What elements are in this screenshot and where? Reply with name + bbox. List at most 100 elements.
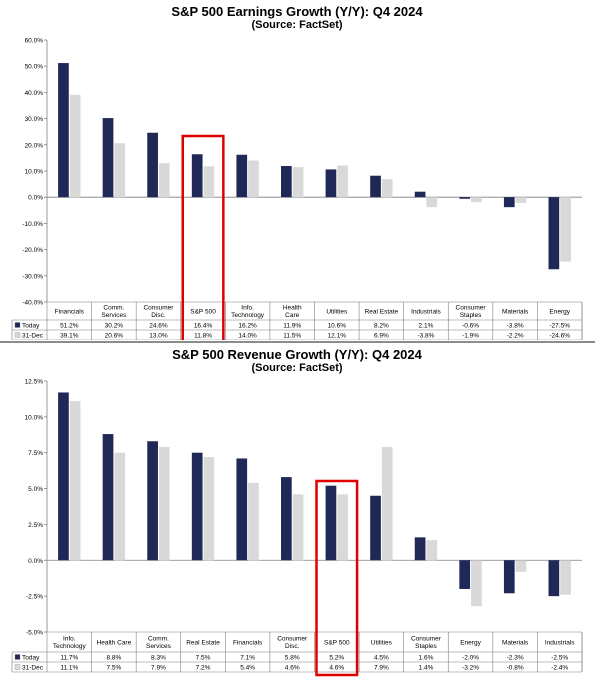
legend-key-31-dec bbox=[14, 332, 21, 338]
chart-title: S&P 500 Earnings Growth (Y/Y): Q4 2024 bbox=[171, 4, 423, 19]
category-label: Info. Technology bbox=[231, 305, 265, 320]
legend-key-today bbox=[14, 322, 21, 328]
y-tick-label: -20.0% bbox=[22, 247, 43, 254]
y-tick-label: -30.0% bbox=[22, 273, 43, 280]
data-label: 30.2% bbox=[105, 323, 124, 330]
category-label: Utilities bbox=[371, 640, 393, 647]
bar-31-dec bbox=[158, 446, 170, 561]
category-label: Info. Technology bbox=[53, 636, 87, 651]
data-label: 20.6% bbox=[105, 333, 124, 340]
bar-31-dec bbox=[337, 165, 348, 198]
y-tick-label: 0.0% bbox=[28, 558, 43, 565]
data-label: 11.9% bbox=[283, 323, 301, 330]
category-label: Comm. Services bbox=[146, 636, 172, 651]
bar-today bbox=[503, 560, 515, 594]
highlight-box bbox=[315, 479, 359, 677]
bar-31-dec bbox=[248, 160, 259, 198]
legend-key-today bbox=[14, 654, 21, 660]
bar-today bbox=[236, 154, 248, 198]
y-tick-label: 12.5% bbox=[25, 379, 44, 386]
bar-today bbox=[548, 560, 560, 597]
bar-today bbox=[191, 154, 203, 198]
y-tick-label: 40.0% bbox=[25, 90, 44, 97]
bar-today bbox=[548, 197, 560, 270]
data-label: -27.5% bbox=[549, 323, 570, 330]
data-label: 7.9% bbox=[151, 665, 166, 672]
data-label: 7.1% bbox=[240, 655, 255, 662]
data-label: 5.4% bbox=[240, 665, 255, 672]
category-label: Utilities bbox=[326, 309, 348, 316]
bar-today bbox=[325, 169, 337, 198]
category-label: Health Care bbox=[97, 640, 132, 647]
category-label: Health Care bbox=[283, 305, 302, 320]
data-label: 11.1% bbox=[60, 665, 78, 672]
bar-today bbox=[58, 63, 69, 198]
bar-31-dec bbox=[515, 560, 527, 572]
category-label: Comm. Services bbox=[101, 305, 127, 320]
category-label: Financials bbox=[233, 640, 263, 647]
bar-today bbox=[102, 434, 114, 561]
data-label: 13.0% bbox=[149, 333, 168, 340]
category-label: Consumer Staples bbox=[456, 305, 487, 320]
bar-31-dec bbox=[292, 494, 304, 561]
y-tick-label: -2.5% bbox=[26, 594, 43, 601]
chart-subtitle: (Source: FactSet) bbox=[251, 19, 342, 31]
category-label: S&P 500 bbox=[324, 640, 350, 647]
bar-today bbox=[503, 197, 515, 208]
legend-label: 31-Dec bbox=[22, 665, 44, 672]
bar-31-dec bbox=[471, 560, 482, 607]
bar-31-dec bbox=[69, 94, 81, 198]
y-tick-label: 50.0% bbox=[25, 64, 44, 71]
y-tick-label: 20.0% bbox=[25, 142, 44, 149]
category-label: Materials bbox=[502, 640, 529, 647]
bar-today bbox=[236, 458, 248, 561]
bar-31-dec bbox=[292, 167, 304, 198]
data-label: -2.4% bbox=[551, 665, 568, 672]
bar-31-dec bbox=[203, 457, 215, 561]
data-label: 11.5% bbox=[283, 333, 301, 340]
bar-31-dec bbox=[114, 452, 126, 561]
data-label: -24.6% bbox=[549, 333, 570, 340]
data-label: 1.6% bbox=[419, 655, 434, 662]
chart-title: S&P 500 Revenue Growth (Y/Y): Q4 2024 bbox=[172, 347, 423, 362]
y-tick-label: 30.0% bbox=[25, 116, 44, 123]
data-label: 4.5% bbox=[374, 655, 389, 662]
data-label: 4.6% bbox=[285, 665, 300, 672]
data-label: 12.1% bbox=[328, 333, 347, 340]
chart-divider bbox=[0, 341, 595, 343]
data-label: -3.8% bbox=[417, 333, 434, 340]
legend-label: Today bbox=[22, 655, 40, 662]
category-label: Industrials bbox=[545, 640, 575, 647]
bar-31-dec bbox=[471, 197, 482, 203]
data-label: -2.0% bbox=[462, 655, 479, 662]
data-label: 16.2% bbox=[238, 323, 257, 330]
y-tick-label: -40.0% bbox=[22, 300, 43, 307]
data-label: -0.6% bbox=[462, 323, 479, 330]
bar-31-dec bbox=[381, 179, 393, 198]
category-label: Consumer Disc. bbox=[277, 636, 308, 651]
bar-31-dec bbox=[248, 482, 259, 561]
bar-31-dec bbox=[426, 540, 438, 561]
data-label: 10.6% bbox=[328, 323, 347, 330]
data-label: 7.2% bbox=[196, 665, 211, 672]
data-label: 39.1% bbox=[60, 333, 79, 340]
data-label: 2.1% bbox=[419, 323, 434, 330]
legend-label: Today bbox=[22, 323, 40, 330]
bar-31-dec bbox=[381, 446, 393, 561]
data-label: 7.5% bbox=[106, 665, 121, 672]
data-label: -2.2% bbox=[507, 333, 524, 340]
bar-31-dec bbox=[337, 494, 348, 561]
y-tick-label: -10.0% bbox=[22, 221, 43, 228]
y-tick-label: 10.0% bbox=[25, 169, 44, 176]
bar-31-dec bbox=[203, 166, 215, 198]
category-label: Real Estate bbox=[186, 640, 220, 647]
bar-today bbox=[147, 132, 158, 198]
chart-subtitle: (Source: FactSet) bbox=[251, 362, 342, 374]
earnings-growth-chart: S&P 500 Earnings Growth (Y/Y): Q4 2024(S… bbox=[11, 4, 583, 340]
bar-today bbox=[459, 197, 471, 199]
bar-today bbox=[102, 118, 114, 198]
data-label: 7.9% bbox=[374, 665, 389, 672]
data-label: 5.2% bbox=[329, 655, 344, 662]
data-label: 8.8% bbox=[106, 655, 121, 662]
